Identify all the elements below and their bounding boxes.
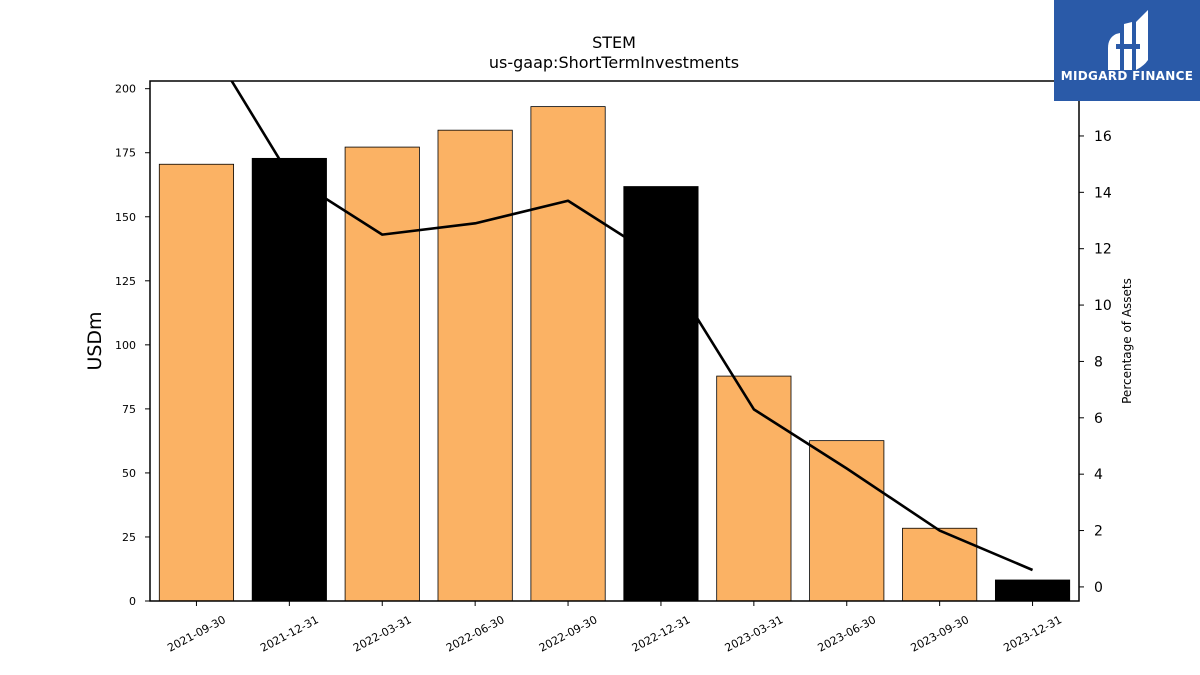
y-tick-label: 25 [122, 531, 136, 544]
y2-axis-label: Percentage of Assets [1120, 278, 1134, 404]
bar-2021-09-30 [158, 163, 235, 602]
y-tick-label: 75 [122, 403, 136, 416]
x-tick-label: 2023-09-30 [909, 613, 972, 654]
x-tick-label: 2023-12-31 [1001, 613, 1064, 654]
bar-2021-12-31 [251, 157, 327, 602]
y-tick-label: 150 [115, 211, 136, 224]
x-tick-label: 2021-09-30 [165, 613, 228, 654]
x-tick-label: 2021-12-31 [258, 613, 321, 654]
y-tick-label: 100 [115, 339, 136, 352]
bar-group [158, 106, 1071, 602]
y2-tick-label: 4 [1094, 467, 1103, 483]
y2-tick-label: 12 [1094, 242, 1112, 258]
bar-2023-09-30 [902, 527, 978, 602]
logo-text: MIDGARD FINANCE [1060, 69, 1194, 83]
bar-2022-06-30 [437, 129, 513, 602]
y-axis-right: 0 2 4 6 8 10 12 14 16 [1079, 129, 1112, 596]
x-tick-label: 2022-09-30 [537, 613, 600, 654]
y-axis-label: USDm [84, 311, 106, 370]
bar-2023-12-31 [994, 579, 1071, 602]
x-axis: 2021-09-30 2021-12-31 2022-03-31 2022-06-30… [165, 601, 1064, 655]
percentage-line [230, 81, 1034, 572]
y-axis-left: 0 25 50 75 100 125 150 175 200 [115, 83, 150, 608]
x-tick-label: 2022-06-30 [444, 613, 507, 654]
bar-2023-06-30 [809, 440, 885, 602]
y2-tick-label: 10 [1094, 298, 1112, 314]
y2-tick-label: 14 [1094, 185, 1112, 201]
x-tick-label: 2022-03-31 [351, 613, 414, 654]
chart-title: STEM [592, 33, 636, 52]
chart-subtitle: us-gaap:ShortTermInvestments [489, 53, 739, 72]
line-series [230, 81, 1034, 572]
y-tick-label: 0 [129, 595, 136, 608]
y2-tick-label: 2 [1094, 524, 1103, 540]
x-tick-label: 2023-03-31 [723, 613, 786, 654]
x-tick-label: 2022-12-31 [630, 613, 693, 654]
y2-tick-label: 6 [1094, 411, 1103, 427]
bar-2022-09-30 [530, 106, 606, 602]
y-tick-label: 200 [115, 83, 136, 96]
y-tick-label: 50 [122, 467, 136, 480]
bar-2022-03-31 [344, 146, 420, 602]
y-tick-label: 125 [115, 275, 136, 288]
y2-tick-label: 16 [1094, 129, 1112, 145]
bar-2022-12-31 [623, 186, 699, 602]
plot-frame [149, 80, 1080, 602]
logo-mark-icon [1108, 10, 1148, 70]
x-tick-label: 2023-06-30 [816, 613, 879, 654]
y2-tick-label: 0 [1094, 580, 1103, 596]
y2-tick-label: 8 [1094, 354, 1103, 370]
brand-logo: MIDGARD FINANCE [1054, 0, 1200, 101]
y-tick-label: 175 [115, 147, 136, 160]
